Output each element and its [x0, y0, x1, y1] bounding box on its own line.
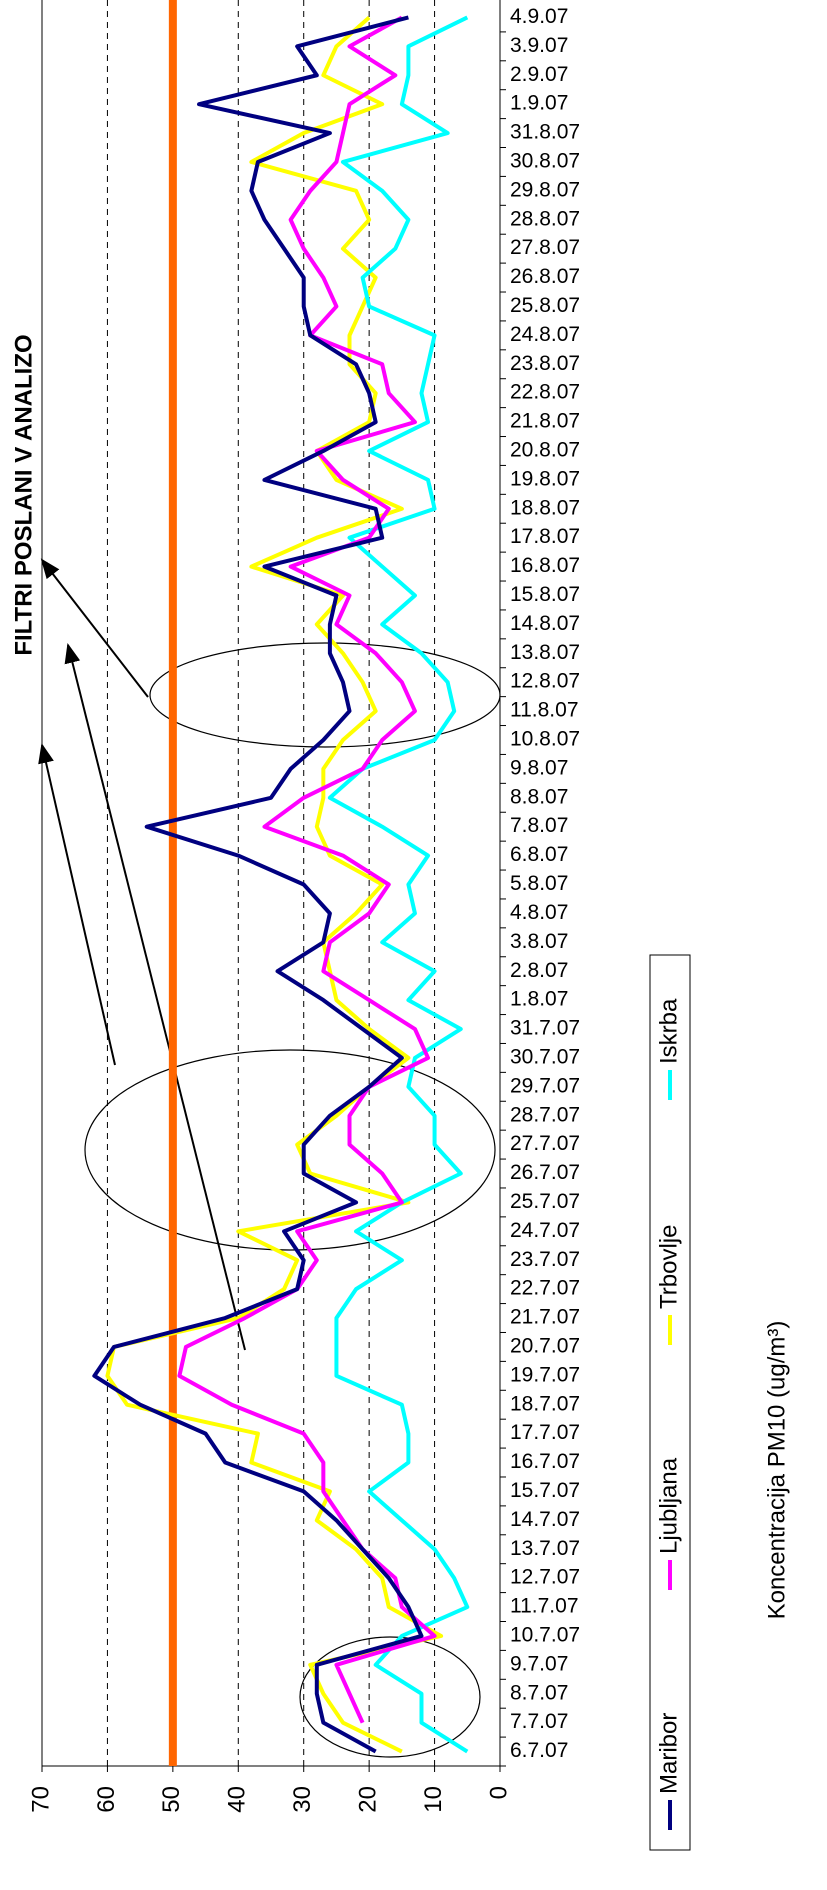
y-tick-label: 40 [224, 1786, 251, 1813]
x-tick-label: 6.8.07 [510, 843, 568, 866]
y-tick-label: 50 [158, 1786, 185, 1813]
x-tick-label: 11.7.07 [510, 1595, 579, 1618]
x-tick-label: 9.7.07 [510, 1652, 568, 1675]
x-tick-label: 12.8.07 [510, 670, 580, 693]
x-tick-label: 8.7.07 [510, 1681, 568, 1704]
y-tick-label: 0 [485, 1786, 512, 1799]
legend-label: Trbovlje [655, 1225, 682, 1309]
x-tick-label: 20.7.07 [510, 1334, 580, 1357]
x-tick-label: 23.7.07 [510, 1248, 580, 1271]
highlight-ellipse [84, 1049, 496, 1251]
y-tick-label: 30 [289, 1786, 316, 1813]
x-tick-label: 26.7.07 [510, 1161, 580, 1184]
arrow [40, 558, 149, 698]
x-tick-label: 23.8.07 [510, 352, 580, 375]
series-line [327, 15, 470, 1754]
x-tick-label: 8.8.07 [510, 785, 568, 808]
x-tick-label: 11.8.07 [510, 699, 579, 722]
x-tick-label: 26.8.07 [510, 265, 580, 288]
x-tick-label: 27.8.07 [510, 236, 580, 259]
highlight-ellipse [299, 1636, 481, 1758]
x-tick-label: 16.7.07 [510, 1450, 580, 1473]
x-tick-label: 20.8.07 [510, 439, 580, 462]
x-tick-label: 1.8.07 [510, 988, 568, 1011]
arrow [64, 643, 246, 1351]
x-tick-label: 28.7.07 [510, 1103, 580, 1126]
x-tick-label: 28.8.07 [510, 207, 580, 230]
x-tick-label: 17.7.07 [510, 1421, 580, 1444]
x-tick-label: 12.7.07 [510, 1566, 580, 1589]
x-tick-label: 30.8.07 [510, 150, 580, 173]
x-tick-label: 24.7.07 [510, 1219, 580, 1242]
x-tick-label: 25.8.07 [510, 294, 580, 317]
x-tick-label: 25.7.07 [510, 1190, 580, 1213]
x-tick-label: 18.7.07 [510, 1392, 580, 1415]
x-tick-label: 5.8.07 [510, 872, 568, 895]
y-axis-title: Koncentracija PM10 (ug/m³) [763, 1321, 790, 1620]
series-line [105, 15, 444, 1754]
x-tick-label: 30.7.07 [510, 1045, 580, 1068]
x-tick-label: 29.7.07 [510, 1074, 580, 1097]
x-tick-label: 3.9.07 [510, 34, 568, 57]
x-tick-label: 27.7.07 [510, 1132, 580, 1155]
x-tick-label: 10.8.07 [510, 728, 580, 751]
x-tick-label: 13.7.07 [510, 1537, 580, 1560]
x-tick-label: 19.7.07 [510, 1363, 580, 1386]
x-tick-label: 10.7.07 [510, 1623, 580, 1646]
x-tick-label: 21.7.07 [510, 1306, 580, 1329]
x-tick-label: 24.8.07 [510, 323, 580, 346]
arrow [38, 743, 116, 1066]
x-tick-label: 3.8.07 [510, 930, 568, 953]
x-tick-label: 22.8.07 [510, 381, 580, 404]
y-tick-label: 10 [420, 1786, 447, 1813]
x-tick-label: 9.8.07 [510, 756, 568, 779]
highlight-ellipse [149, 642, 501, 748]
x-tick-label: 13.8.07 [510, 641, 580, 664]
x-tick-label: 2.8.07 [510, 959, 568, 982]
x-tick-label: 16.8.07 [510, 554, 580, 577]
legend-label: Ljubljana [655, 1457, 682, 1554]
x-tick-label: 31.8.07 [510, 121, 580, 144]
y-tick-label: 20 [354, 1786, 381, 1813]
rotated-chart: FILTRI POSLANI V ANALIZO Koncentracija P… [10, 0, 790, 1851]
x-tick-label: 1.9.07 [510, 92, 568, 115]
series-line [92, 15, 424, 1754]
x-tick-label: 31.7.07 [510, 1017, 580, 1040]
x-tick-label: 4.9.07 [510, 5, 568, 28]
x-tick-label: 17.8.07 [510, 525, 580, 548]
x-tick-label: 15.7.07 [510, 1479, 580, 1502]
series-line [177, 15, 437, 1724]
x-tick-label: 22.7.07 [510, 1277, 580, 1300]
x-tick-label: 2.9.07 [510, 63, 568, 86]
legend-box [649, 954, 691, 1851]
x-tick-label: 18.8.07 [510, 496, 580, 519]
x-tick-label: 7.8.07 [510, 814, 568, 837]
x-tick-label: 15.8.07 [510, 583, 580, 606]
x-tick-label: 7.7.07 [510, 1710, 568, 1733]
x-tick-label: 14.8.07 [510, 612, 580, 635]
legend-label: Maribor [655, 1713, 682, 1794]
y-tick-label: 70 [27, 1786, 54, 1813]
x-tick-label: 21.8.07 [510, 410, 580, 433]
x-tick-label: 14.7.07 [510, 1508, 580, 1531]
x-tick-label: 6.7.07 [510, 1739, 568, 1762]
x-tick-label: 4.8.07 [510, 901, 568, 924]
legend-label: Iskrba [655, 998, 682, 1064]
x-tick-label: 29.8.07 [510, 178, 580, 201]
x-tick-label: 19.8.07 [510, 467, 580, 490]
y-tick-label: 60 [93, 1786, 120, 1813]
annotation: FILTRI POSLANI V ANALIZO [10, 334, 37, 655]
